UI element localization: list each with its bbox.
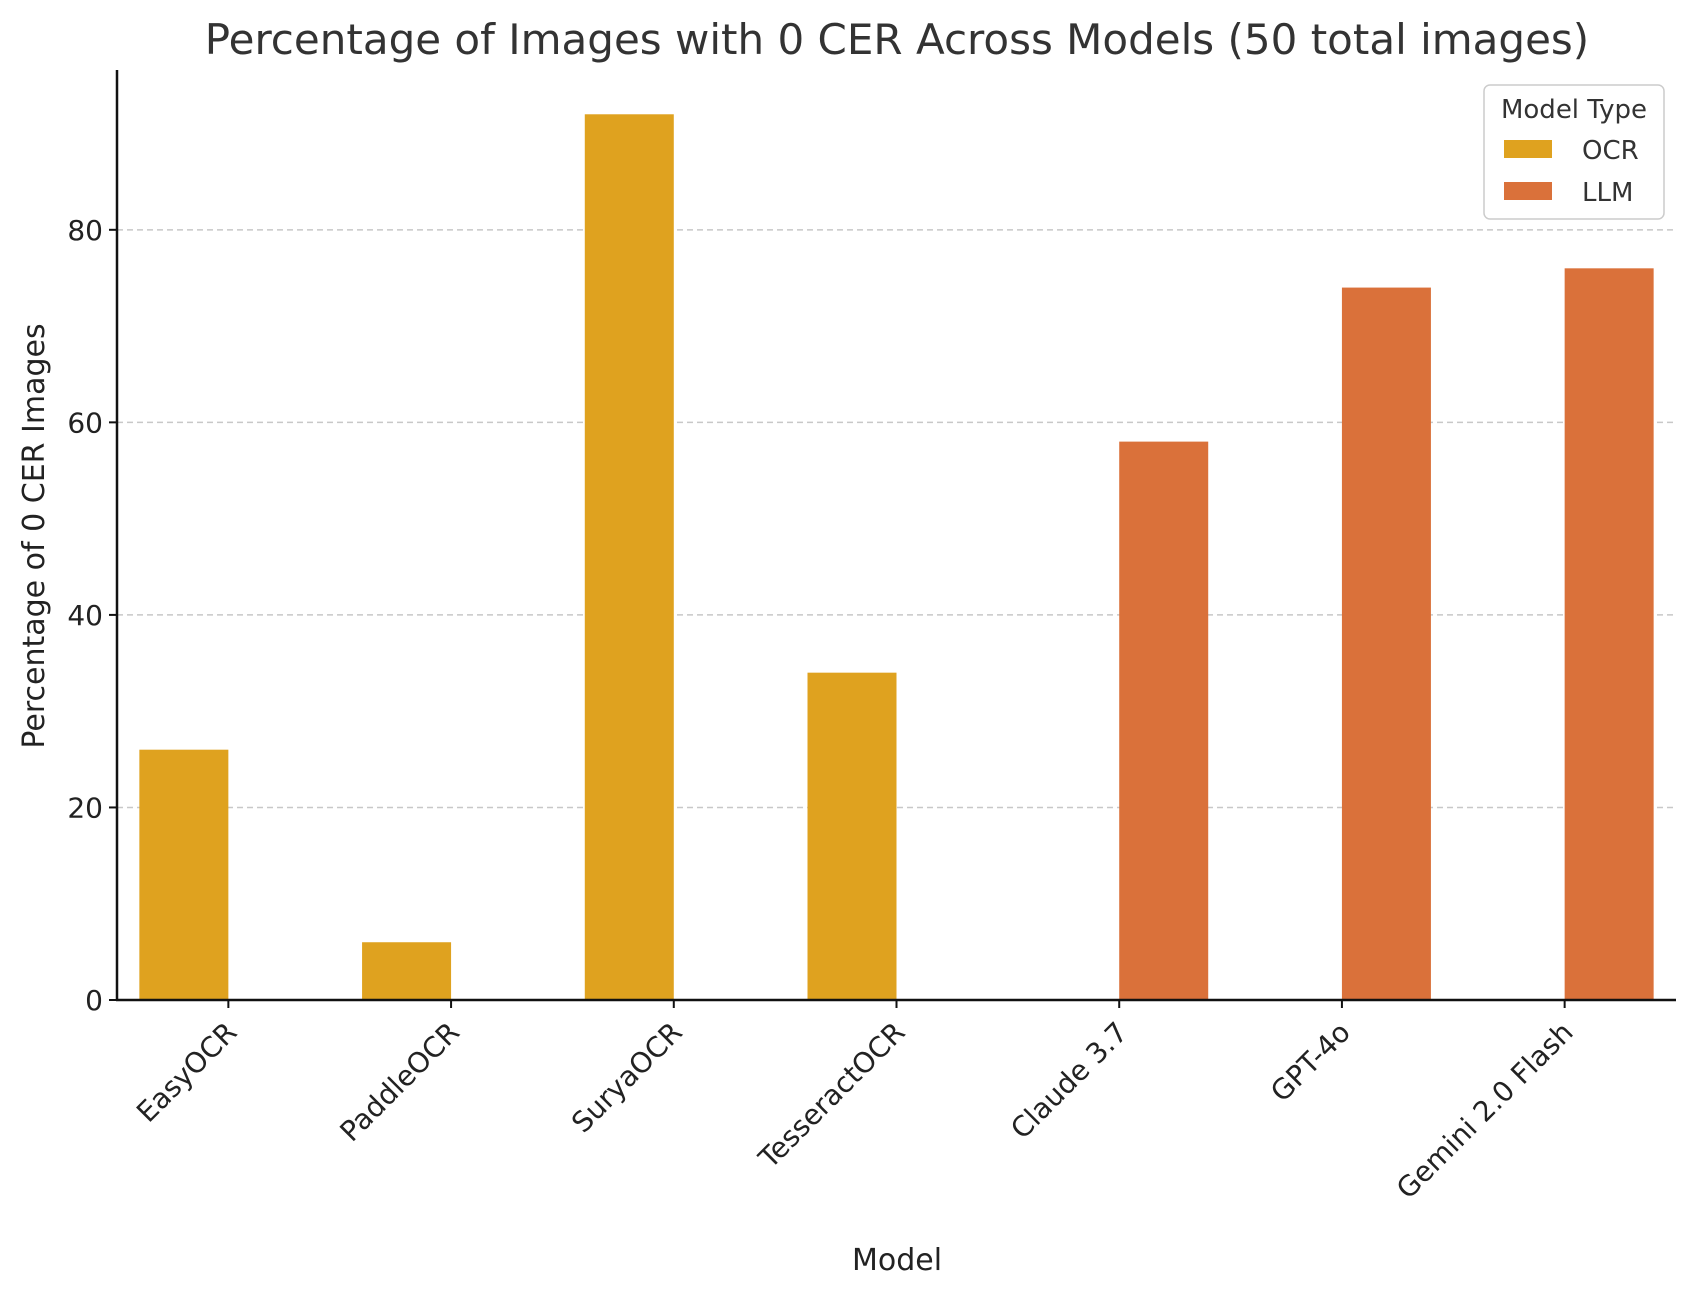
bar: [139, 749, 229, 1000]
legend-swatch-ocr: [1504, 140, 1552, 158]
bar: [1119, 441, 1209, 1001]
x-tick-label: SuryaOCR: [565, 1016, 689, 1140]
legend: Model Type OCR LLM: [1483, 84, 1665, 220]
y-tick-label: 80: [67, 214, 103, 247]
chart-title: Percentage of Images with 0 CER Across M…: [205, 15, 1589, 64]
x-tick-label: PaddleOCR: [334, 1016, 467, 1149]
bar: [1564, 268, 1654, 1000]
bar: [584, 114, 674, 1001]
legend-label-llm: LLM: [1582, 178, 1633, 208]
y-tick-label: 0: [85, 984, 103, 1017]
x-tick-label: GPT-4o: [1264, 1016, 1357, 1109]
y-axis-ticks: 0 20 40 60 80: [67, 214, 117, 1017]
bar: [1341, 287, 1431, 1000]
x-tick-label: Claude 3.7: [1004, 1016, 1134, 1146]
legend-title: Model Type: [1501, 95, 1647, 125]
x-axis-label: Model: [852, 1243, 942, 1278]
y-tick-label: 20: [67, 791, 103, 824]
x-axis-ticks: EasyOCR PaddleOCR SuryaOCR TesseractOCR Clau…: [130, 1000, 1580, 1206]
y-tick-label: 60: [67, 406, 103, 439]
x-tick-label: TesseractOCR: [752, 1016, 912, 1176]
legend-label-ocr: OCR: [1582, 136, 1639, 166]
y-tick-label: 40: [67, 599, 103, 632]
bar: [807, 672, 897, 1000]
x-tick-label: EasyOCR: [130, 1016, 243, 1129]
bars: [139, 114, 1654, 1001]
x-tick-label: Gemini 2.0 Flash: [1390, 1016, 1580, 1206]
legend-swatch-llm: [1504, 182, 1552, 200]
bar: [362, 942, 452, 1000]
y-axis-label: Percentage of 0 CER Images: [17, 323, 52, 748]
